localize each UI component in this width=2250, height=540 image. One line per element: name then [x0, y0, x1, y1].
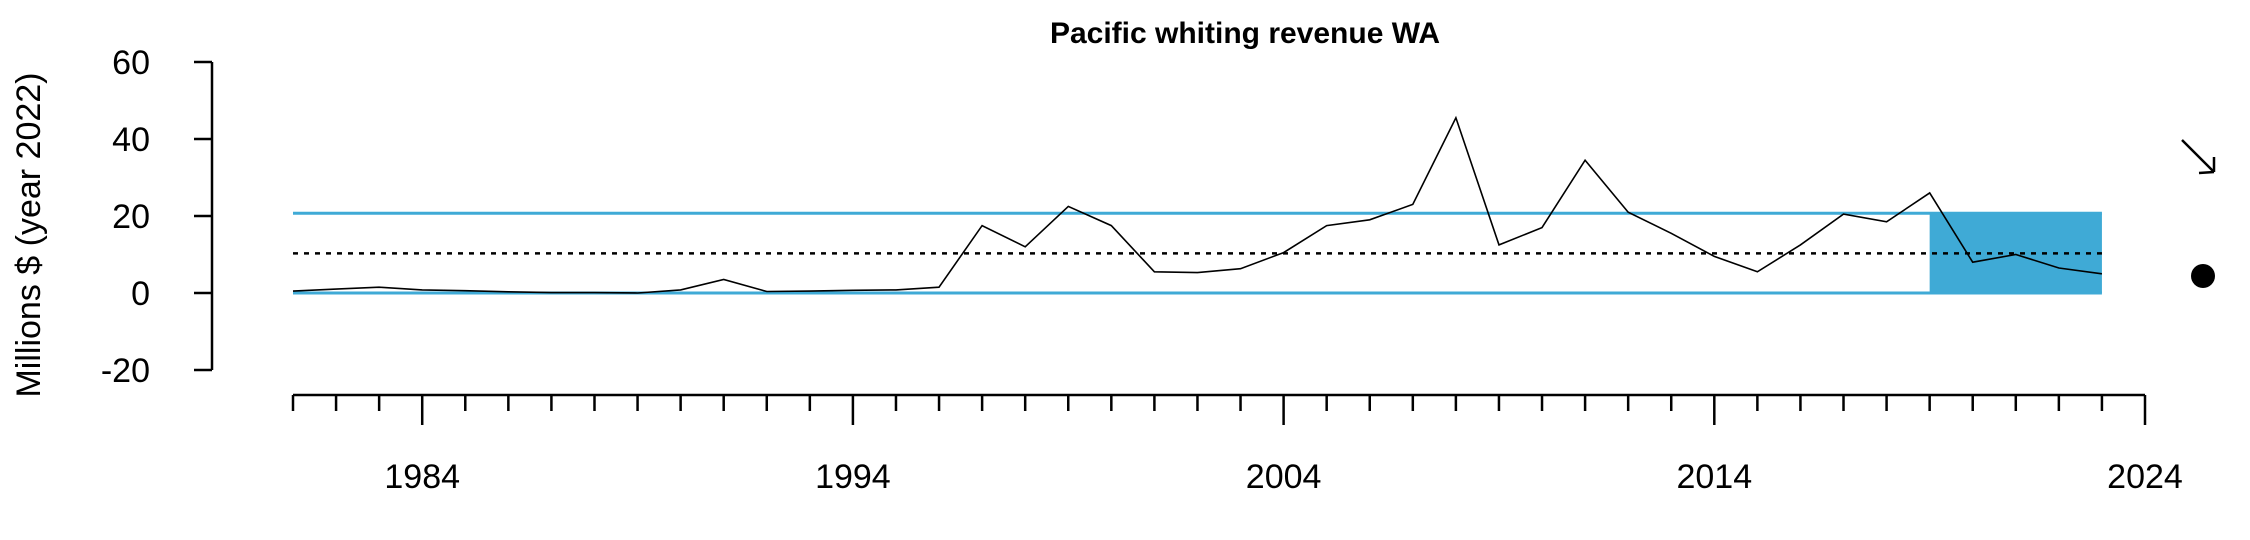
x-tick-label-1984: 1984 [384, 458, 460, 496]
y-tick-label-60: 60 [112, 44, 150, 82]
x-axis: 1984 1994 2004 2014 2024 [291, 393, 2183, 496]
chart-title: Pacific whiting revenue WA [1050, 17, 1440, 50]
x-tick-label-1994: 1994 [815, 458, 891, 496]
status-dot-icon [2191, 264, 2215, 288]
series-line [292, 115, 2103, 294]
down-arrow-icon [2181, 139, 2216, 175]
y-axis-label: Millions $ (year 2022) [10, 72, 48, 397]
y-tick-label-40: 40 [112, 121, 150, 159]
y-axis: -20 0 20 40 60 [101, 44, 214, 390]
x-tick-label-2004: 2004 [1246, 458, 1322, 496]
y-tick-label-0: 0 [131, 275, 150, 313]
y-tick-label--20: -20 [101, 352, 150, 390]
plot-area [292, 115, 2103, 295]
y-tick-label-20: 20 [112, 198, 150, 236]
x-tick-label-2014: 2014 [1676, 458, 1752, 496]
x-tick-label-2024: 2024 [2107, 458, 2183, 496]
